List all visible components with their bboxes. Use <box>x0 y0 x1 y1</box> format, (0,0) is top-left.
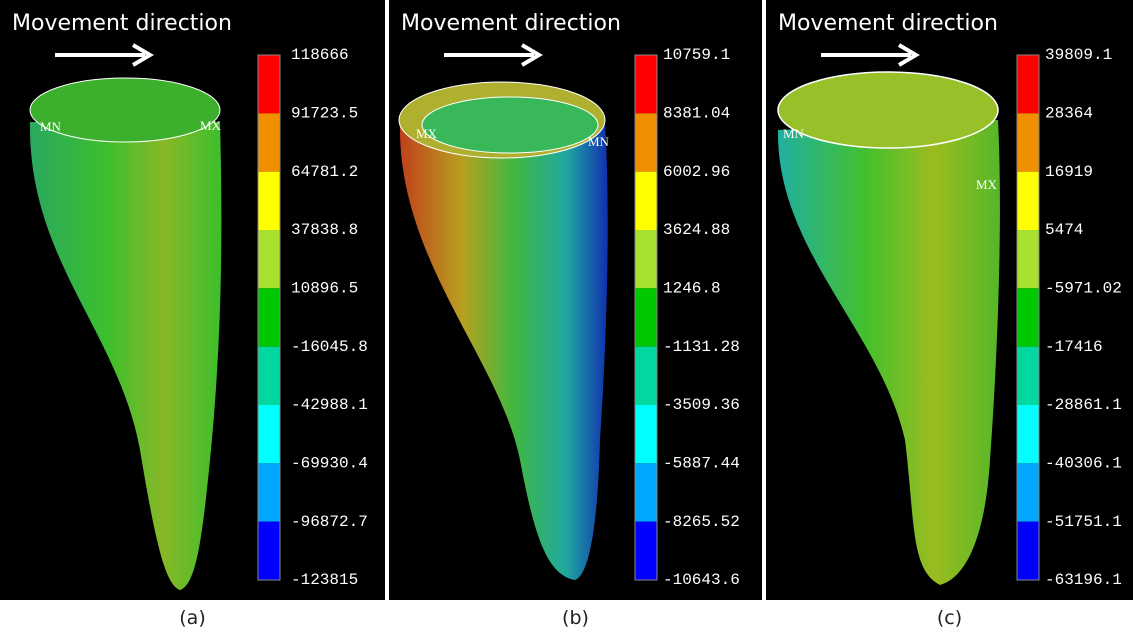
legend-label: -63196.1 <box>1045 571 1122 589</box>
legend-label: -123815 <box>291 571 358 589</box>
legend-label: -1131.28 <box>663 338 740 356</box>
legend-label: -5971.02 <box>1045 280 1122 298</box>
caption: (c) <box>937 607 962 629</box>
extreme-marker: MX <box>416 126 438 141</box>
legend-label: 39809.1 <box>1045 46 1112 64</box>
legend-band <box>258 230 280 288</box>
legend-label: -5887.44 <box>663 455 740 473</box>
legend-band <box>258 55 280 113</box>
panel-title: Movement direction <box>778 11 998 36</box>
legend-band <box>258 463 280 521</box>
legend-label: 118666 <box>291 46 349 64</box>
socket-rim <box>778 72 998 148</box>
legend-label: 16919 <box>1045 163 1093 181</box>
legend-label: -69930.4 <box>291 455 368 473</box>
legend-band <box>635 522 657 580</box>
legend-label: 1246.8 <box>663 280 721 298</box>
legend-band <box>1017 288 1039 346</box>
extreme-marker: MN <box>40 119 62 134</box>
legend-band <box>258 288 280 346</box>
legend-band <box>258 405 280 463</box>
caption: (b) <box>562 607 589 629</box>
legend-label: 8381.04 <box>663 105 730 123</box>
extreme-marker: MN <box>588 134 610 149</box>
legend-label: -3509.36 <box>663 396 740 414</box>
panel-title: Movement direction <box>12 11 232 36</box>
legend-label: 6002.96 <box>663 163 730 181</box>
legend-band <box>1017 113 1039 171</box>
legend-band <box>1017 172 1039 230</box>
legend-band <box>258 172 280 230</box>
legend-band <box>1017 347 1039 405</box>
legend-band <box>1017 522 1039 580</box>
caption: (a) <box>179 607 205 629</box>
legend-band <box>635 463 657 521</box>
legend-label: 91723.5 <box>291 105 358 123</box>
legend-band <box>635 113 657 171</box>
legend-label: 64781.2 <box>291 163 358 181</box>
panel-title: Movement direction <box>401 11 621 36</box>
legend-band <box>258 113 280 171</box>
legend-label: -10643.6 <box>663 571 740 589</box>
legend-band <box>635 55 657 113</box>
legend-label: -51751.1 <box>1045 513 1122 531</box>
legend-band <box>1017 230 1039 288</box>
legend-label: -96872.7 <box>291 513 368 531</box>
legend-band <box>635 172 657 230</box>
legend-label: -40306.1 <box>1045 455 1122 473</box>
legend-label: -16045.8 <box>291 338 368 356</box>
legend-label: -28861.1 <box>1045 396 1122 414</box>
legend-band <box>258 522 280 580</box>
legend-label: 28364 <box>1045 105 1093 123</box>
extreme-marker: MN <box>783 126 805 141</box>
legend-band <box>258 347 280 405</box>
legend-band <box>1017 463 1039 521</box>
legend-band <box>1017 405 1039 463</box>
legend-band <box>1017 55 1039 113</box>
legend-label: 3624.88 <box>663 221 730 239</box>
legend-label: -17416 <box>1045 338 1103 356</box>
figure: Movement direction 118666 91723.5 64781.2 37… <box>0 0 1133 636</box>
extreme-marker: MX <box>976 177 998 192</box>
legend-label: 10896.5 <box>291 280 358 298</box>
extreme-marker: MX <box>200 118 222 133</box>
legend-label: -8265.52 <box>663 513 740 531</box>
legend-label: 10759.1 <box>663 46 730 64</box>
legend-band <box>635 347 657 405</box>
legend-band <box>635 230 657 288</box>
legend-band <box>635 405 657 463</box>
legend-band <box>635 288 657 346</box>
socket-inner <box>422 97 598 153</box>
legend-label: -42988.1 <box>291 396 368 414</box>
legend-label: 37838.8 <box>291 221 358 239</box>
legend-label: 5474 <box>1045 221 1083 239</box>
